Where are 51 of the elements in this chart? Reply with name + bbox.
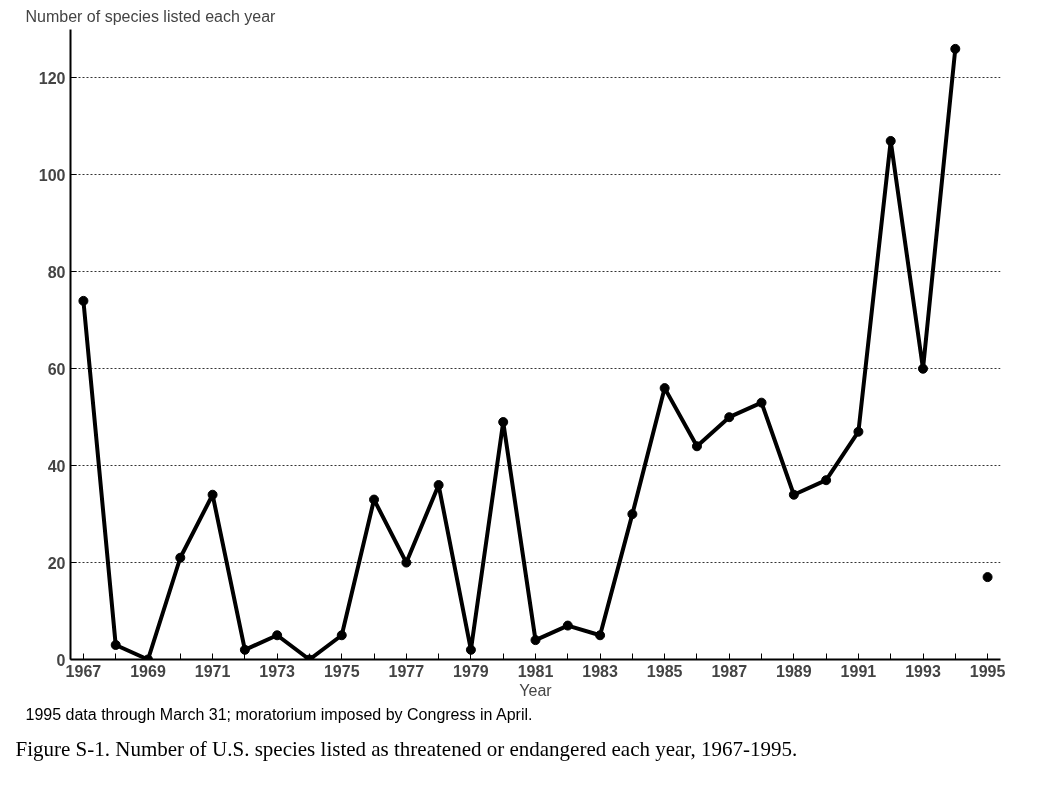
x-tick-label: 1983 [582,662,618,680]
point [369,494,380,505]
point [78,295,89,306]
point [627,509,638,520]
y-tick-label: 80 [47,263,66,281]
point [530,635,541,646]
x-tick-label: 1991 [840,662,877,680]
x-tick-label: 1981 [517,662,554,680]
point [853,426,864,437]
point [239,644,250,655]
point [788,489,799,500]
x-tick-label: 1967 [65,662,102,680]
point [272,630,283,641]
x-tick-label: 1971 [194,662,231,680]
text: Figure S-1. Number of U.S. species listed as threatened or endangered each year, 1967-1995. [15,736,798,761]
y-tick-label: 0 [56,651,66,669]
y-tick-label: 60 [47,360,66,378]
point [175,552,186,563]
x-tick-label: 1969 [130,662,166,680]
x-tick-label: 1975 [323,662,360,680]
x-tick-label: 1977 [388,662,425,680]
point [110,639,121,650]
point [918,363,928,374]
point [756,397,767,408]
x-tick-label: 1973 [259,662,296,680]
text: 1995 data through March 31; moratorium imposed by Congress in April. [25,705,533,723]
point [821,475,832,486]
point [465,644,476,655]
x-tick-label: 1985 [646,662,683,680]
y-tick-label: 120 [38,69,66,87]
x-axis-title: Year [519,681,553,699]
y-tick-label: 100 [38,166,66,184]
point [562,620,573,631]
point [498,417,509,428]
point [595,630,606,641]
x-tick-label: 1995 [969,662,1006,680]
point [885,135,896,146]
point [724,412,735,423]
x-tick-label: 1989 [776,662,812,680]
x-tick-label: 1987 [711,662,748,680]
y-tick-label: 20 [47,554,66,572]
x-tick-label: 1979 [453,662,489,680]
point [691,441,702,452]
y-tick-label: 40 [47,457,66,475]
y-axis-title: Number of species listed each year [25,7,277,25]
point [401,557,412,568]
point [336,630,347,641]
point [982,572,993,583]
point [207,489,218,500]
point [950,43,961,54]
x-tick-label: 1993 [905,662,941,680]
